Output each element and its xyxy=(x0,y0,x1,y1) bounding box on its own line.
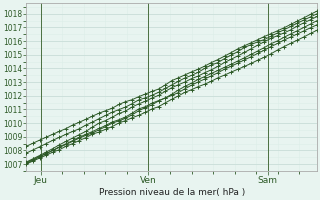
X-axis label: Pression niveau de la mer( hPa ): Pression niveau de la mer( hPa ) xyxy=(99,188,245,197)
